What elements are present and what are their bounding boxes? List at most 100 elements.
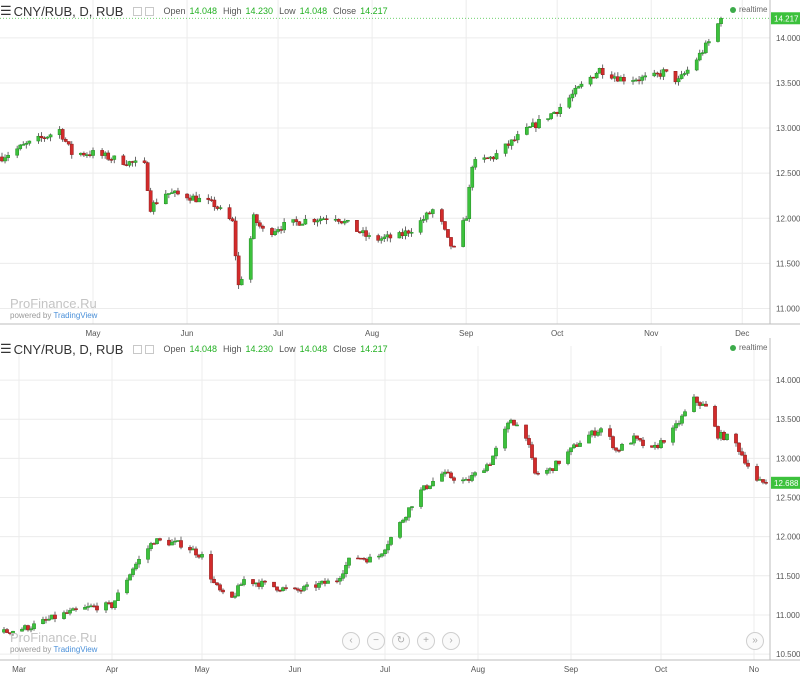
candle-body [719,18,723,24]
candle-body [45,136,50,139]
candle-body [700,52,705,54]
candle-body [275,586,279,591]
candle-body [554,460,558,471]
candle-body [482,470,486,473]
candle-body [534,122,538,129]
chart-panel-bottom[interactable]: 14.000 13.500 13.000 12.500 12.000 11.500 11.0… [0,338,800,676]
candle-body [531,122,535,127]
reset-zoom-button[interactable]: ↻ [392,632,410,650]
candle-body [24,143,29,145]
candle-body [659,440,663,448]
candle-body [671,427,675,443]
zoom-out-button[interactable]: − [367,632,385,650]
chart-panel-top[interactable]: 14.000 13.500 13.000 12.500 12.000 11.500 11.0… [0,0,800,338]
candle-body [641,439,645,446]
candle-body [440,473,444,482]
candle-body [611,436,615,449]
candle-body [305,584,309,587]
candle-body [725,433,729,440]
price-tick-label: 11.000 [776,304,800,313]
candle-body [125,579,129,594]
candle-body [365,558,369,563]
candle-body [722,432,726,440]
time-tick-label: Mar [12,665,26,674]
candle-body [167,539,171,546]
candle-body [151,202,156,212]
candle-body [515,424,519,427]
last-price-label: 12.688 [774,479,799,488]
candle-body [221,589,225,593]
candle-body [503,143,508,154]
candle-body [176,190,180,195]
candle-body [130,161,135,163]
candle-body [743,454,747,464]
candle-body [552,111,556,114]
candle-body [47,618,51,621]
legend-settings-icon[interactable] [145,6,155,16]
candle-body [297,221,302,226]
candle-body [347,557,351,566]
candle-body [194,548,198,556]
time-tick-label: Apr [106,665,119,674]
legend-toggle-icon[interactable] [133,344,143,354]
watermark: ProFinance.Ru [10,296,97,311]
legend-settings-icon[interactable] [145,344,155,354]
scroll-left-button[interactable]: ‹ [342,632,360,650]
candle-body [677,422,681,425]
candle-body [473,472,477,476]
candle-body [128,574,132,581]
candle-body [60,129,65,140]
candle-body [629,442,633,445]
candle-body [676,78,681,83]
candle-body [509,139,514,146]
candle-body [467,479,471,481]
candle-body [270,228,274,235]
candle-body [679,74,684,79]
scroll-right-button[interactable]: › [442,632,460,650]
legend-menu-icon[interactable]: ☰ [0,341,12,356]
candle-body [653,444,657,448]
candle-body [36,135,41,142]
chart-top-canvas[interactable]: 14.000 13.500 13.000 12.500 12.000 11.500 11.0… [0,0,800,338]
candle-body [364,230,368,237]
candle-body [658,73,663,77]
scroll-to-end-button[interactable]: » [746,632,764,650]
candle-body [276,229,280,232]
candle-body [302,586,306,591]
chart-bottom-canvas[interactable]: 14.000 13.500 13.000 12.500 12.000 11.500 11.0… [0,338,800,676]
candle-body [68,610,72,614]
candle-body [248,238,253,280]
candle-body [635,435,639,439]
candle-body [339,221,344,224]
zoom-in-button[interactable]: + [417,632,435,650]
candle-body [512,419,516,426]
candle-body [65,612,69,614]
candle-body [170,192,174,194]
candle-body [251,579,255,585]
candle-body [536,472,540,475]
candle-body [740,451,744,456]
candle-body [88,154,92,156]
time-tick-label: Jul [273,329,283,338]
candle-body [704,403,708,407]
candle-body [158,538,162,541]
candle-body [506,422,510,430]
symbol-title: CNY/RUB, D, RUB [13,3,124,19]
candle-body [404,516,408,521]
candle-body [656,444,660,448]
candle-body [79,152,83,155]
candle-body [557,460,561,464]
candle-body [410,506,414,508]
candle-body [452,477,456,481]
legend-menu-icon[interactable]: ☰ [0,3,12,18]
legend-toggle-icon[interactable] [133,6,143,16]
candle-body [692,396,696,412]
candle-body [85,154,89,156]
candle-body [236,585,240,597]
candle-body [634,79,638,82]
ohlc-close: 14.217 [360,6,388,16]
candle-body [215,582,219,586]
candle-body [53,614,57,619]
candle-body [335,580,339,583]
candle-body [549,113,553,119]
